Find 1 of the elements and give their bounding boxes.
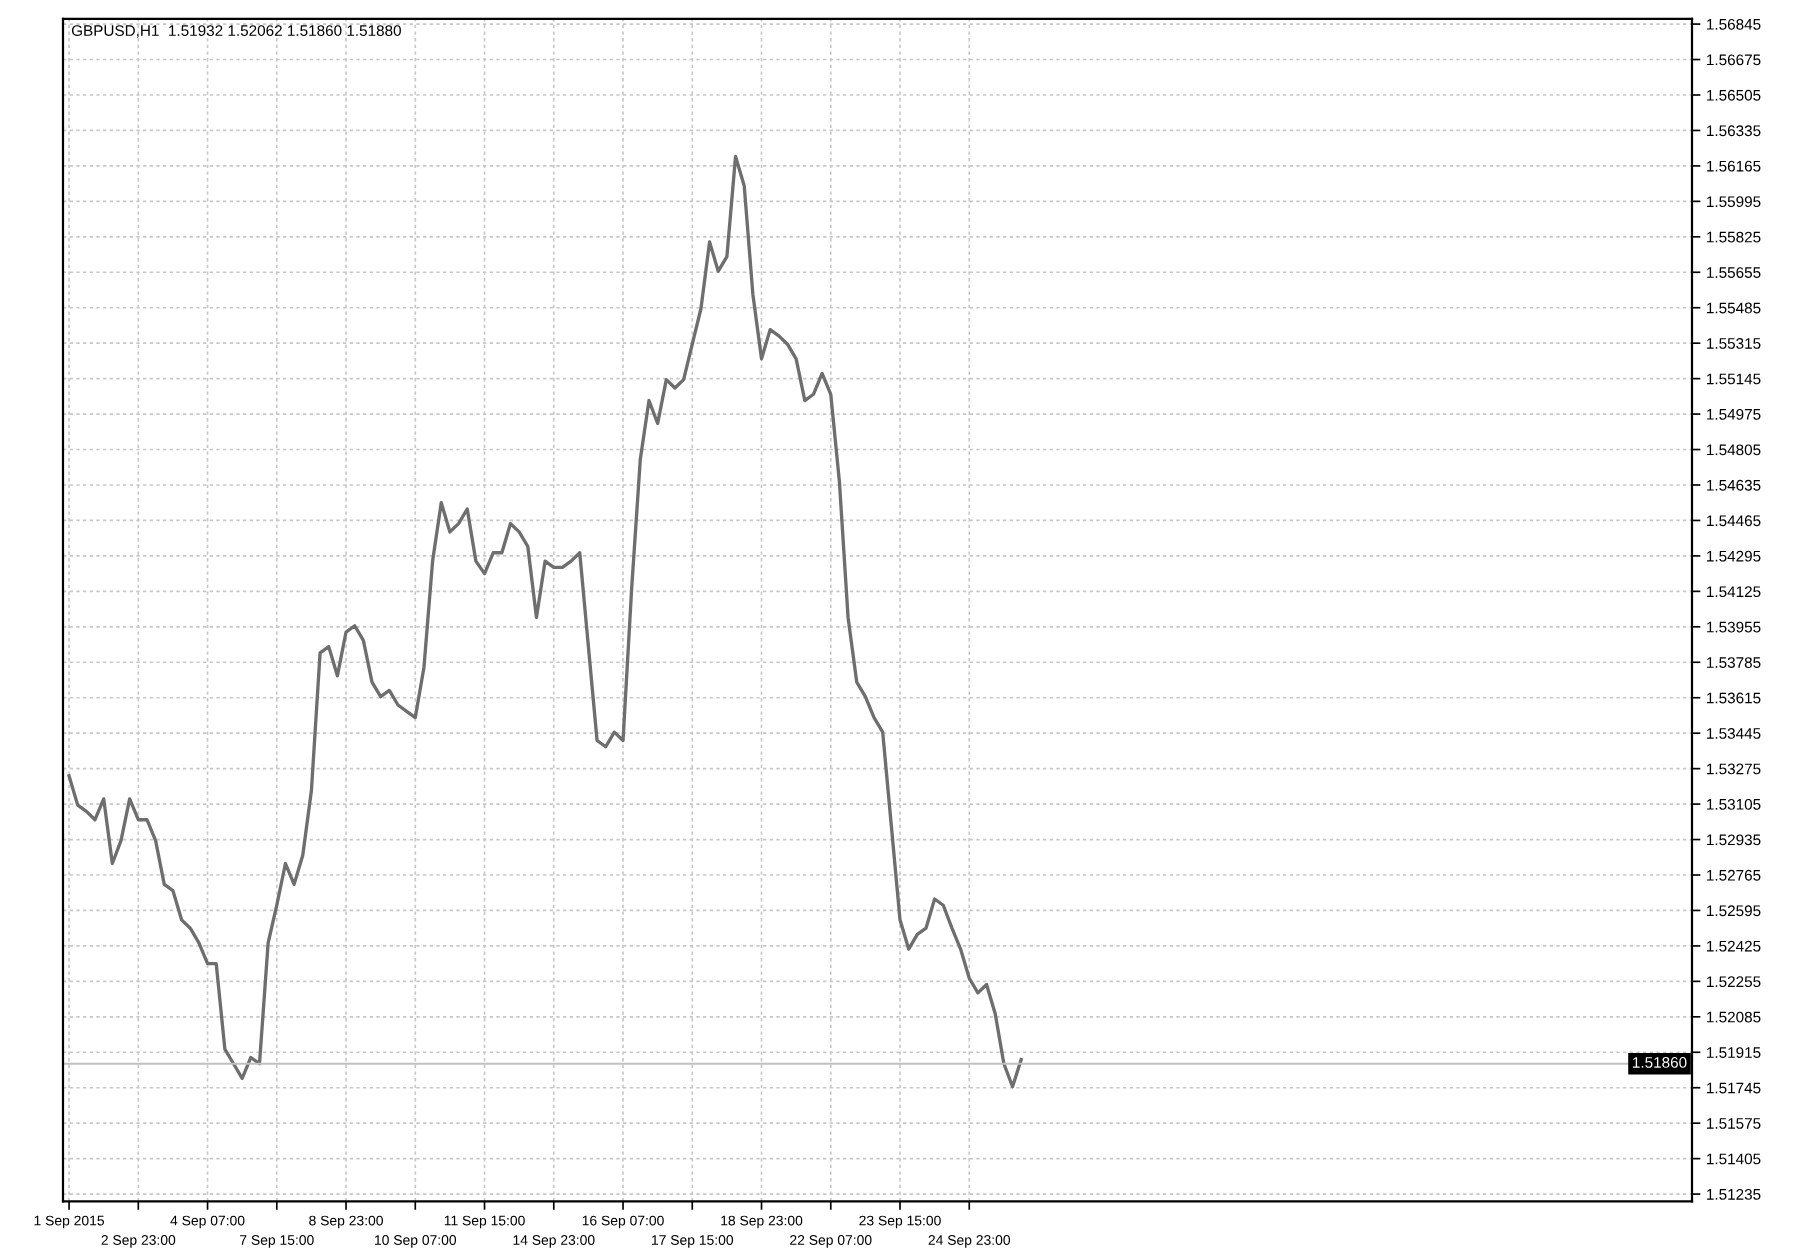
line-series: [67, 154, 1023, 1089]
